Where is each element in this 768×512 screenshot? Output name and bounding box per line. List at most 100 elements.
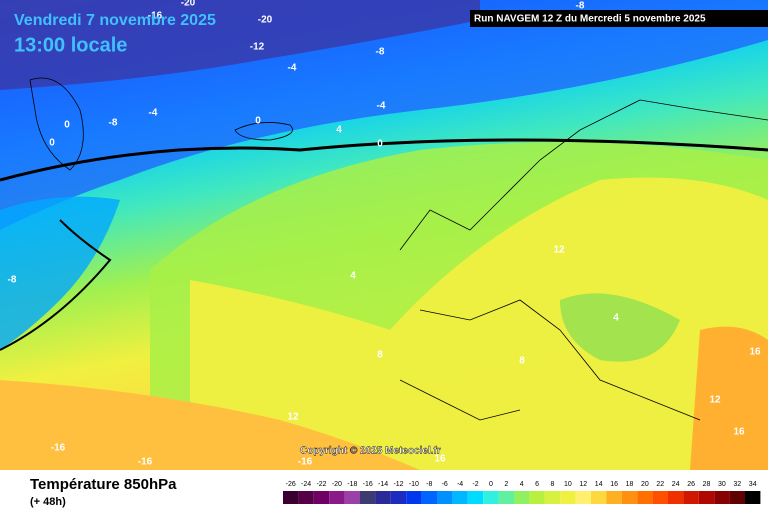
legend-swatch: [283, 491, 299, 504]
legend-label: 18: [626, 481, 634, 488]
legend-label: 4: [520, 481, 524, 488]
legend-swatch: [375, 491, 391, 504]
contour-label: -4: [377, 101, 386, 112]
legend-swatch: [606, 491, 622, 504]
date: Vendredi 7 novembre 2025: [14, 12, 216, 29]
contour-label: 12: [709, 395, 721, 406]
legend-swatch: [637, 491, 653, 504]
legend-swatch: [344, 491, 360, 504]
footer-lead: (+ 48h): [30, 496, 66, 508]
legend-swatch: [652, 491, 668, 504]
time: 13:00 locale: [14, 34, 127, 56]
legend-swatch: [437, 491, 453, 504]
run: Run NAVGEM 12 Z du Mercredi 5 novembre 2…: [474, 14, 706, 25]
copyright: Copyright © 2025 Meteociel.fr: [300, 446, 441, 457]
legend-label: 10: [564, 481, 572, 488]
contour-label: -20: [181, 0, 196, 9]
legend-swatch: [390, 491, 407, 504]
legend-swatch: [668, 491, 684, 504]
legend-label: 26: [687, 481, 695, 488]
legend-label: -12: [393, 481, 403, 488]
legend-swatch: [329, 491, 345, 504]
contour-label: 4: [613, 313, 619, 324]
run-box: [470, 10, 768, 27]
contour-label: -8: [376, 47, 385, 58]
legend-label: -20: [332, 481, 342, 488]
contour-label: -16: [138, 457, 153, 468]
contour-label: 16: [749, 347, 761, 358]
contour-label: -4: [149, 108, 158, 119]
legend-swatch: [514, 491, 530, 504]
map: [0, 0, 768, 470]
contour-label: 12: [553, 245, 565, 256]
legend-label: -10: [409, 481, 419, 488]
contour-label: 8: [377, 350, 383, 361]
legend-label: -8: [426, 481, 432, 488]
legend-label: -16: [363, 481, 373, 488]
legend-label: -26: [286, 481, 296, 488]
contour-label: -8: [8, 275, 17, 286]
legend-label: 20: [641, 481, 649, 488]
contour-label: -4: [288, 63, 297, 74]
legend-swatch: [452, 491, 468, 504]
legend-swatch: [560, 491, 576, 504]
contour-label: 12: [287, 412, 299, 423]
contour-label: 8: [519, 356, 525, 367]
legend-label: 34: [749, 481, 757, 488]
contour-label: -8: [109, 118, 118, 129]
legend-swatch: [298, 491, 314, 504]
legend-swatch: [421, 491, 437, 504]
legend-label: -6: [442, 481, 448, 488]
contour-label: 16: [733, 427, 745, 438]
legend-label: 22: [656, 481, 664, 488]
contour-label: 4: [336, 125, 342, 136]
contour-label: -16: [298, 457, 313, 468]
contour-label: -20: [258, 15, 273, 26]
legend-swatch: [745, 491, 761, 504]
legend-label: 2: [504, 481, 508, 488]
legend-swatch: [529, 491, 545, 504]
legend-swatch: [698, 491, 715, 504]
contour-label: 0: [377, 139, 383, 150]
legend-label: 30: [718, 481, 726, 488]
legend-label: 28: [703, 481, 711, 488]
legend-swatch: [467, 491, 484, 504]
contour-label: 0: [49, 138, 55, 149]
contour-label: -16: [51, 443, 66, 454]
legend-label: 16: [610, 481, 618, 488]
legend-swatch: [483, 491, 499, 504]
legend-label: 14: [595, 481, 603, 488]
legend-label: 24: [672, 481, 680, 488]
legend-swatch: [406, 491, 422, 504]
contour-label: -16: [148, 11, 163, 22]
legend-label: -14: [378, 481, 388, 488]
legend-swatch: [575, 491, 591, 504]
contour-label: 16: [434, 454, 446, 465]
contour-label: -12: [250, 42, 265, 53]
legend-label: 8: [551, 481, 555, 488]
legend-swatch: [683, 491, 699, 504]
legend-label: 32: [733, 481, 741, 488]
contour-label: 0: [255, 116, 261, 127]
legend-label: 12: [579, 481, 587, 488]
legend-label: -2: [472, 481, 478, 488]
legend-swatch: [313, 491, 330, 504]
legend-label: 0: [489, 481, 493, 488]
legend-label: -18: [347, 481, 357, 488]
legend-label: -24: [301, 481, 311, 488]
contour-label: 0: [64, 120, 70, 131]
legend-label: 6: [535, 481, 539, 488]
footer-title: Température 850hPa: [30, 476, 177, 493]
legend-swatch: [498, 491, 514, 504]
contour-label: 4: [350, 271, 356, 282]
legend-swatch: [544, 491, 561, 504]
legend-swatch: [714, 491, 730, 504]
legend-label: -4: [457, 481, 463, 488]
legend-label: -22: [316, 481, 326, 488]
legend: -26 -24 -22 -20 -18 -16 -14 -12 -10 -8 -6 -4 -2 0 2 4 6 8…: [283, 481, 761, 504]
legend-swatch: [729, 491, 745, 504]
contour-label: -8: [576, 1, 585, 12]
legend-swatch: [360, 491, 376, 504]
